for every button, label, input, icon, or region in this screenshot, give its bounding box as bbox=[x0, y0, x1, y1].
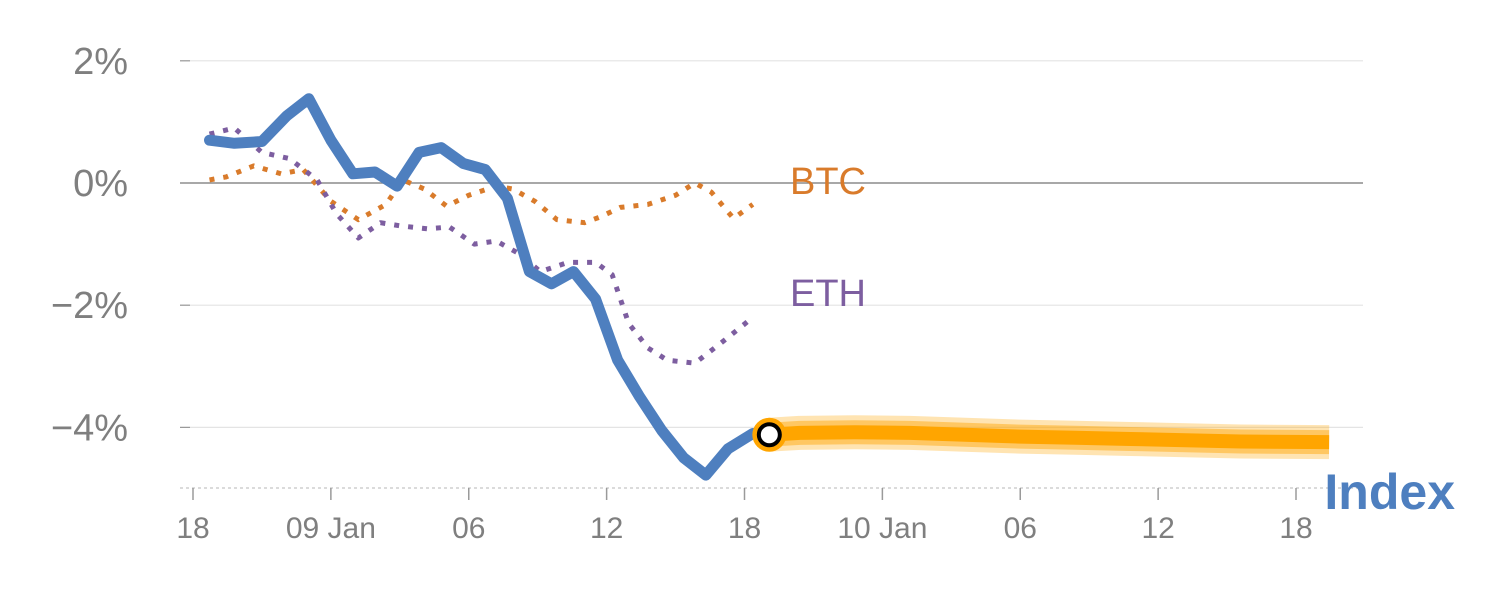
grid-layer bbox=[180, 60, 1363, 428]
x-tick-label: 18 bbox=[1279, 512, 1312, 545]
series-line-index bbox=[204, 93, 759, 481]
tick-labels: 2% 0% −2% −4% 18 09 Jan 06 12 18 10 Jan 06 12 18 bbox=[51, 41, 1313, 545]
x-tick-label: 09 Jan bbox=[286, 512, 376, 545]
series-line-eth bbox=[208, 125, 755, 366]
y-tick-label: 0% bbox=[73, 163, 128, 205]
x-tick-label: 12 bbox=[1141, 512, 1174, 545]
x-axis bbox=[180, 487, 1363, 500]
forecast-layer bbox=[768, 415, 1330, 460]
marker-layer bbox=[752, 417, 787, 452]
current-value-marker bbox=[756, 422, 782, 448]
x-tick-label: 12 bbox=[590, 512, 623, 545]
series-label-eth: ETH bbox=[790, 273, 866, 315]
y-tick-label: 2% bbox=[73, 41, 128, 83]
x-tick-label: 06 bbox=[452, 512, 485, 545]
forecast-line bbox=[768, 425, 1330, 450]
y-tick-label: −2% bbox=[51, 285, 128, 327]
series-layer bbox=[204, 93, 759, 481]
x-tick-label: 10 Jan bbox=[837, 512, 927, 545]
series-label-index: Index bbox=[1324, 464, 1455, 520]
x-tick-label: 18 bbox=[728, 512, 761, 545]
x-tick-label: 18 bbox=[176, 512, 209, 545]
series-labels: BTC ETH Index bbox=[790, 161, 1455, 520]
series-line-btc bbox=[209, 163, 755, 226]
series-label-btc: BTC bbox=[790, 161, 866, 203]
y-tick-label: −4% bbox=[51, 407, 128, 449]
x-tick-label: 06 bbox=[1004, 512, 1037, 545]
